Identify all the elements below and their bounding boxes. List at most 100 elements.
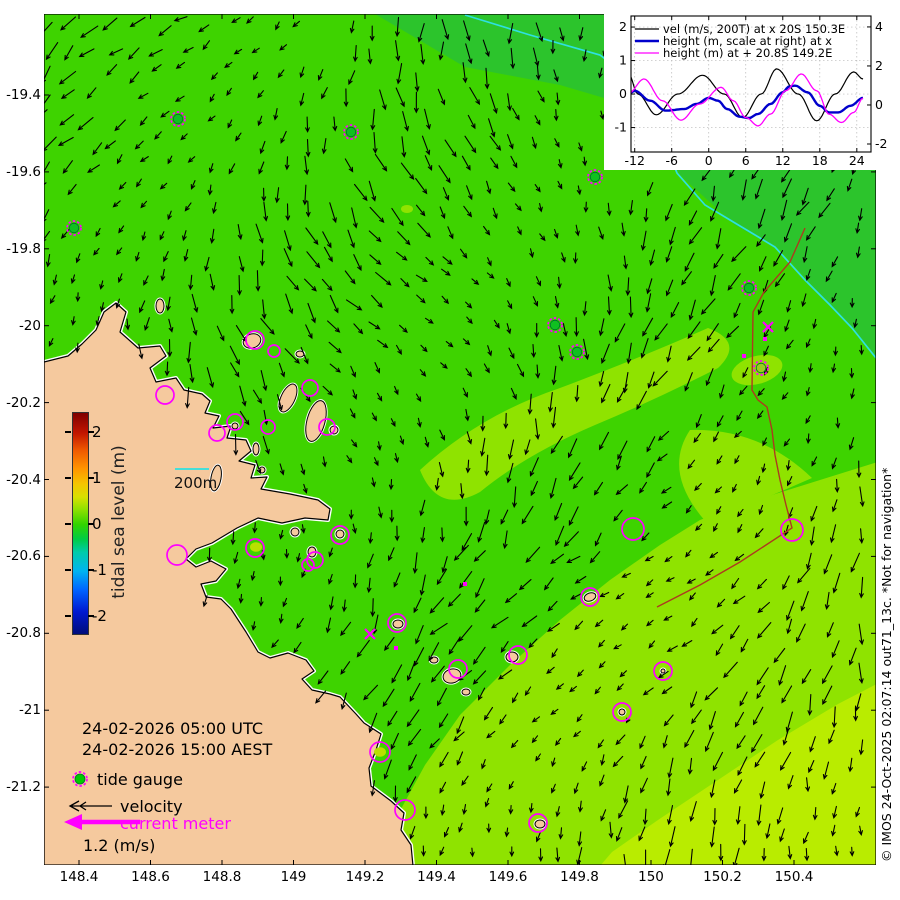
inset-series-0 xyxy=(631,68,864,122)
velocity-arrow xyxy=(271,639,279,649)
velocity-arrow xyxy=(778,665,787,686)
velocity-arrow xyxy=(408,754,417,771)
velocity-arrow xyxy=(576,714,583,723)
velocity-arrow xyxy=(660,486,672,494)
velocity-arrow xyxy=(127,47,140,60)
velocity-arrow xyxy=(731,577,740,590)
velocity-arrow xyxy=(441,556,448,574)
velocity-arrow xyxy=(439,527,445,543)
y-axis-tick-label: -19.8 xyxy=(6,240,41,257)
velocity-arrow xyxy=(707,338,720,353)
velocity-arrow xyxy=(206,367,215,389)
velocity-arrow xyxy=(233,48,243,55)
velocity-arrow xyxy=(167,338,173,358)
velocity-arrow xyxy=(346,455,353,464)
velocity-arrow xyxy=(263,201,269,222)
velocity-arrow xyxy=(567,438,578,459)
velocity-arrow xyxy=(548,392,553,413)
velocity-arrow xyxy=(400,278,410,288)
velocity-arrow xyxy=(258,597,264,607)
legend-speed-ref: 1.2 (m/s) xyxy=(83,836,155,855)
velocity-arrow xyxy=(681,640,693,647)
velocity-arrow xyxy=(44,21,53,33)
velocity-arrow xyxy=(371,477,376,488)
velocity-arrow xyxy=(439,429,445,441)
velocity-arrow xyxy=(429,597,445,614)
legend-current-meter-arrowhead xyxy=(64,814,82,830)
velocity-arrow xyxy=(783,223,793,243)
velocity-arrow xyxy=(328,547,334,558)
velocity-arrow xyxy=(554,138,560,148)
velocity-arrow xyxy=(779,751,792,771)
velocity-arrow xyxy=(198,24,210,33)
velocity-arrow xyxy=(737,756,748,777)
velocity-arrow xyxy=(370,780,376,797)
velocity-arrow xyxy=(773,250,784,267)
velocity-arrow xyxy=(60,16,77,31)
velocity-arrow xyxy=(284,348,300,364)
velocity-arrow xyxy=(462,62,468,84)
velocity-arrow xyxy=(593,481,604,496)
velocity-arrow xyxy=(621,222,626,237)
tide-gauge-marker xyxy=(589,171,601,183)
velocity-arrow xyxy=(255,223,264,244)
velocity-arrow xyxy=(45,42,59,61)
velocity-arrow xyxy=(367,48,373,65)
velocity-arrow xyxy=(399,435,405,446)
velocity-arrow xyxy=(599,591,610,598)
velocity-arrow xyxy=(465,459,471,474)
velocity-arrow xyxy=(375,271,392,286)
velocity-arrow xyxy=(489,135,502,151)
velocity-arrow xyxy=(589,551,601,564)
velocity-arrow xyxy=(353,254,362,272)
colorbar-tick-mark xyxy=(65,614,71,617)
velocity-arrow xyxy=(808,760,815,774)
velocity-arrow xyxy=(823,554,833,575)
velocity-arrow xyxy=(388,478,394,491)
velocity-arrow xyxy=(463,506,469,527)
velocity-arrow xyxy=(715,643,724,657)
velocity-arrow xyxy=(581,761,588,772)
velocity-arrow xyxy=(555,847,561,863)
velocity-arrow xyxy=(280,130,287,144)
velocity-arrow xyxy=(419,369,427,377)
velocity-arrow xyxy=(574,575,587,584)
velocity-arrow xyxy=(372,132,378,154)
velocity-arrow xyxy=(402,111,409,132)
velocity-arrow xyxy=(343,88,349,108)
colorbar-tick-label: -2 xyxy=(92,606,107,625)
velocity-arrow xyxy=(250,570,256,582)
velocity-arrow xyxy=(483,363,490,374)
velocity-arrow xyxy=(612,755,624,768)
velocity-arrow xyxy=(299,66,305,79)
velocity-arrow xyxy=(489,93,498,114)
velocity-arrow xyxy=(158,25,172,37)
current-vector-dot xyxy=(463,582,467,586)
current-meter-marker xyxy=(301,558,315,572)
velocity-arrow xyxy=(598,370,605,388)
velocity-arrow xyxy=(317,670,329,685)
x-axis-tick-label: 150.4 xyxy=(774,869,814,885)
velocity-arrow xyxy=(573,252,578,264)
velocity-arrow xyxy=(284,156,290,171)
velocity-arrow xyxy=(390,418,396,428)
inset-left-tick-label: 0 xyxy=(619,86,627,101)
island xyxy=(429,656,439,664)
velocity-arrow xyxy=(834,845,839,857)
velocity-arrow xyxy=(395,16,400,38)
velocity-arrow xyxy=(796,567,811,584)
velocity-arrow xyxy=(557,159,563,169)
velocity-arrow xyxy=(493,319,500,329)
velocity-arrow xyxy=(369,25,375,42)
velocity-arrow xyxy=(554,502,563,522)
velocity-arrow xyxy=(531,735,539,744)
velocity-arrow xyxy=(826,188,835,202)
velocity-arrow xyxy=(710,201,720,222)
velocity-arrow xyxy=(594,619,604,628)
velocity-arrow xyxy=(409,825,416,840)
velocity-arrow xyxy=(440,362,448,369)
velocity-arrow xyxy=(538,202,543,213)
velocity-arrow xyxy=(831,824,836,837)
